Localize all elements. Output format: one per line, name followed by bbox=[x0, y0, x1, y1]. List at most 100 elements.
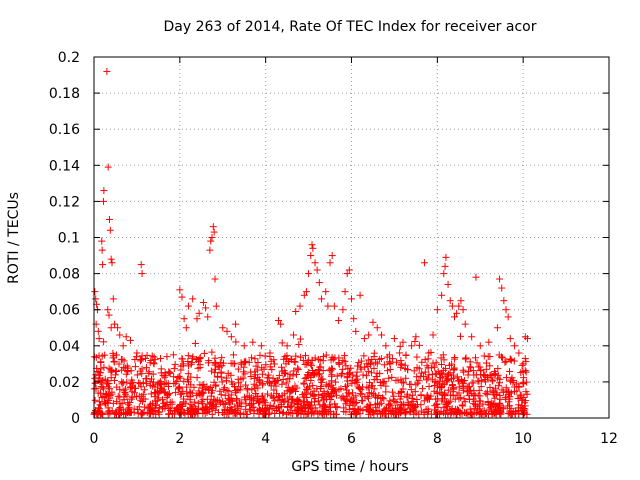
data-point bbox=[448, 406, 456, 414]
data-point bbox=[223, 327, 231, 335]
data-point bbox=[206, 400, 214, 408]
data-point bbox=[191, 398, 199, 406]
data-point bbox=[242, 400, 250, 408]
data-point bbox=[332, 391, 340, 399]
data-point bbox=[335, 359, 343, 367]
x-tick-label: 12 bbox=[600, 431, 618, 447]
data-point bbox=[433, 306, 441, 314]
data-point bbox=[94, 327, 102, 335]
data-point bbox=[207, 392, 215, 400]
data-point bbox=[127, 409, 135, 417]
data-point bbox=[345, 266, 353, 274]
data-point bbox=[277, 320, 285, 328]
data-point bbox=[457, 394, 465, 402]
data-point bbox=[373, 406, 381, 414]
data-point bbox=[100, 187, 108, 195]
data-point bbox=[406, 380, 414, 388]
data-point bbox=[195, 309, 203, 317]
data-point bbox=[415, 341, 423, 349]
data-point bbox=[476, 397, 484, 405]
data-point bbox=[502, 358, 510, 366]
data-point bbox=[261, 352, 269, 360]
data-point bbox=[468, 333, 476, 341]
x-tick-label: 4 bbox=[261, 431, 270, 447]
data-point bbox=[105, 364, 113, 372]
data-point bbox=[132, 384, 140, 392]
data-point bbox=[460, 409, 468, 417]
data-point bbox=[165, 410, 173, 418]
data-point bbox=[388, 373, 396, 381]
data-point bbox=[249, 338, 257, 346]
data-point bbox=[442, 253, 450, 261]
data-point bbox=[103, 67, 111, 75]
data-point bbox=[317, 295, 325, 303]
data-point bbox=[204, 359, 212, 367]
data-point bbox=[370, 364, 378, 372]
data-point bbox=[154, 408, 162, 416]
data-point bbox=[214, 373, 222, 381]
data-point bbox=[250, 394, 258, 402]
data-point bbox=[339, 365, 347, 373]
data-point bbox=[224, 395, 232, 403]
data-point bbox=[164, 410, 172, 418]
data-point bbox=[327, 381, 335, 389]
data-point bbox=[97, 358, 105, 366]
data-point bbox=[453, 373, 461, 381]
data-point bbox=[275, 392, 283, 400]
data-point bbox=[348, 295, 355, 303]
data-point bbox=[339, 306, 347, 314]
data-point bbox=[358, 397, 366, 405]
data-point bbox=[404, 401, 412, 409]
data-point bbox=[504, 387, 512, 395]
data-point bbox=[307, 390, 315, 398]
data-point bbox=[166, 369, 174, 377]
data-point bbox=[438, 397, 446, 405]
data-point bbox=[145, 369, 153, 377]
data-point bbox=[283, 342, 291, 350]
data-point bbox=[184, 352, 192, 360]
data-point bbox=[507, 377, 515, 385]
data-point bbox=[225, 387, 233, 395]
data-point bbox=[515, 349, 523, 357]
data-point bbox=[210, 228, 218, 236]
data-point bbox=[227, 333, 235, 341]
data-point bbox=[520, 374, 528, 382]
data-point bbox=[280, 367, 288, 375]
data-point bbox=[415, 377, 423, 385]
data-point bbox=[317, 382, 325, 390]
data-point bbox=[462, 354, 470, 362]
data-point bbox=[101, 375, 109, 383]
data-point bbox=[340, 404, 348, 412]
data-point bbox=[139, 379, 147, 387]
data-point bbox=[320, 390, 328, 398]
data-point bbox=[233, 396, 241, 404]
data-point bbox=[258, 370, 266, 378]
data-point bbox=[389, 355, 397, 363]
x-tick-label: 10 bbox=[514, 431, 532, 447]
data-point bbox=[296, 302, 304, 310]
data-point bbox=[380, 361, 388, 369]
data-point bbox=[453, 409, 461, 417]
data-point bbox=[438, 291, 446, 299]
data-point bbox=[471, 354, 479, 362]
data-point bbox=[95, 335, 103, 343]
data-point bbox=[177, 366, 185, 374]
data-point bbox=[234, 365, 242, 373]
y-axis: 0 0.02 0.04 0.06 0.08 0.1 0.12 0.14 0.16 0.18 0.2 bbox=[49, 50, 609, 427]
data-point bbox=[511, 342, 519, 350]
data-point bbox=[177, 405, 185, 413]
data-point bbox=[498, 354, 506, 362]
data-point bbox=[517, 407, 525, 415]
data-point bbox=[114, 392, 122, 400]
data-point bbox=[137, 383, 145, 391]
data-point bbox=[171, 360, 179, 368]
data-point bbox=[360, 335, 368, 343]
data-point bbox=[331, 354, 339, 362]
data-point bbox=[493, 324, 501, 332]
data-point bbox=[212, 403, 220, 411]
data-point bbox=[128, 393, 136, 401]
data-point bbox=[433, 400, 441, 408]
data-point bbox=[191, 339, 199, 347]
data-point bbox=[205, 407, 213, 415]
